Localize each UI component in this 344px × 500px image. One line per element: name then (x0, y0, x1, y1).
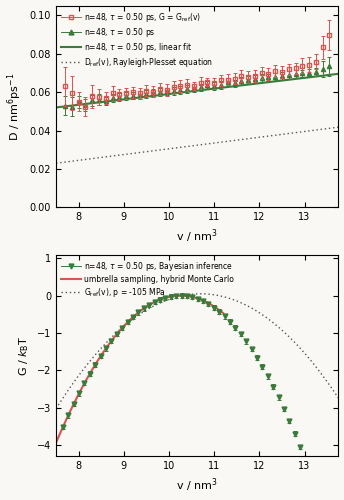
X-axis label: v / nm$^3$: v / nm$^3$ (176, 477, 218, 494)
Legend: n=48, $\tau$ = 0.50 ps, G = G$_{\mathrm{ref}}$(v), n=48, $\tau$ = 0.50 ps, n=48,: n=48, $\tau$ = 0.50 ps, G = G$_{\mathrm{… (60, 10, 215, 70)
X-axis label: v / nm$^3$: v / nm$^3$ (176, 228, 218, 246)
Y-axis label: G / $k_{\mathrm{B}}$T: G / $k_{\mathrm{B}}$T (18, 336, 31, 376)
Y-axis label: D / nm$^6$ps$^{-1}$: D / nm$^6$ps$^{-1}$ (6, 72, 24, 140)
Legend: n=48, $\tau$ = 0.50 ps, Bayesian inference, umbrella sampling, hybrid Monte Carl: n=48, $\tau$ = 0.50 ps, Bayesian inferen… (60, 258, 236, 300)
